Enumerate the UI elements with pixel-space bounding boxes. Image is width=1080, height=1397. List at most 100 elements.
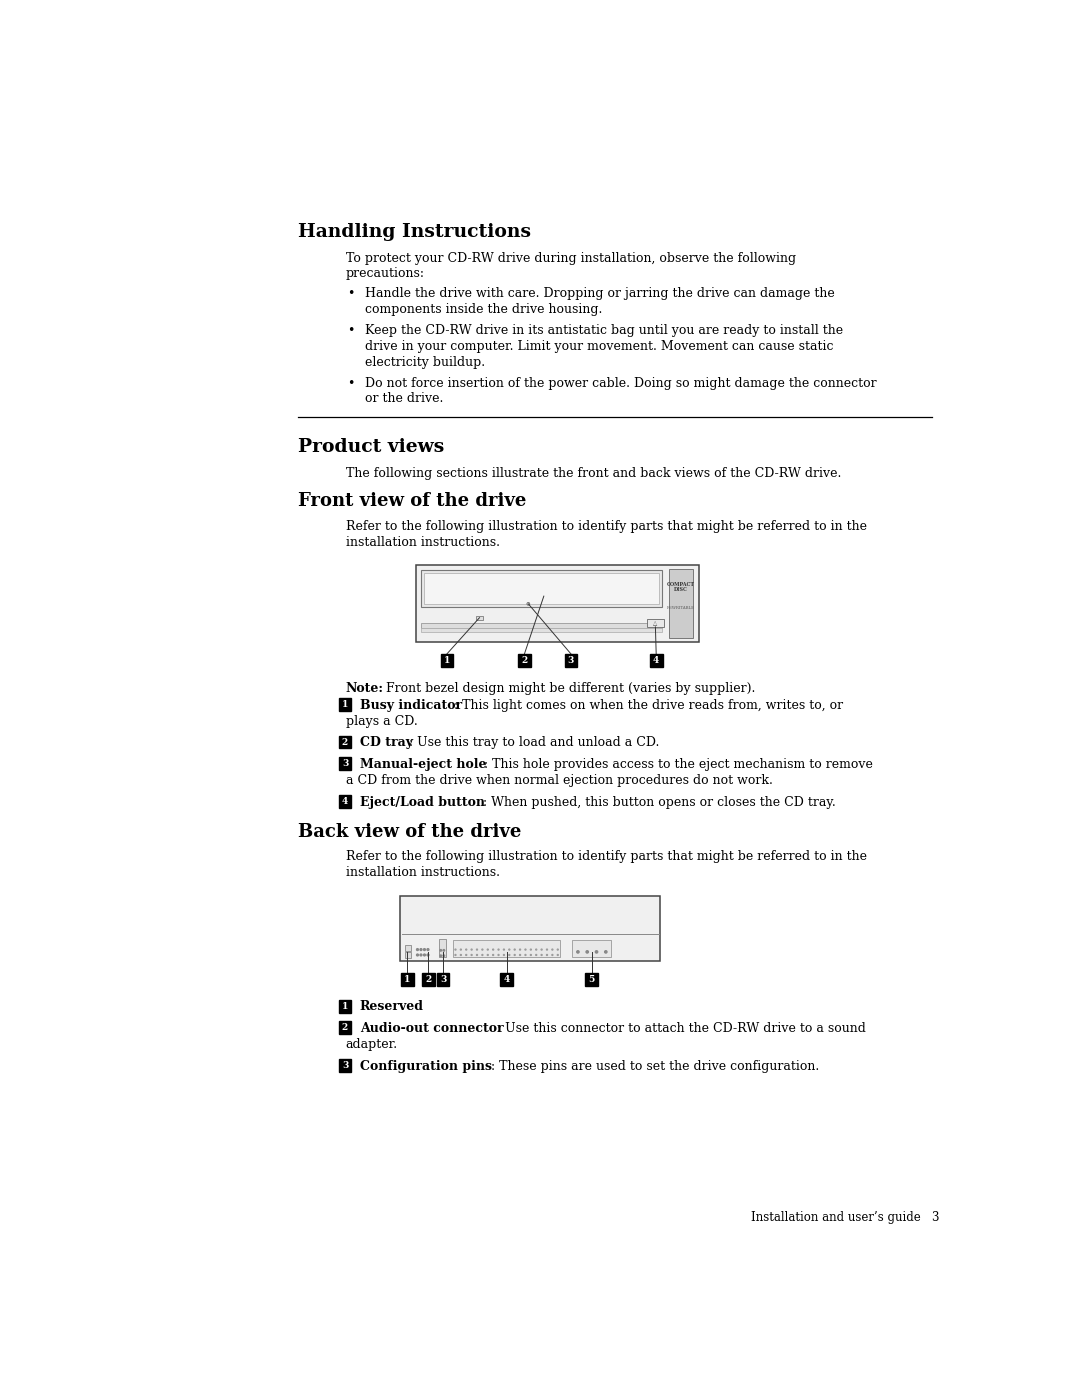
- FancyBboxPatch shape: [339, 698, 351, 711]
- Circle shape: [443, 950, 445, 951]
- Bar: [647, 619, 664, 627]
- Text: : This light comes on when the drive reads from, writes to, or: : This light comes on when the drive rea…: [455, 698, 843, 711]
- Text: Eject/Load button: Eject/Load button: [360, 795, 485, 809]
- Text: 4: 4: [342, 796, 348, 806]
- Text: 2: 2: [342, 1023, 348, 1032]
- Circle shape: [440, 956, 442, 957]
- Bar: [420, 570, 662, 606]
- Text: 2: 2: [522, 657, 527, 665]
- Circle shape: [423, 949, 426, 950]
- Text: Do not force insertion of the power cable. Doing so might damage the connector: Do not force insertion of the power cabl…: [365, 377, 877, 390]
- Circle shape: [420, 954, 422, 956]
- Text: 1: 1: [342, 700, 348, 708]
- Bar: [416, 566, 699, 643]
- Text: 2: 2: [342, 738, 348, 746]
- Text: Handle the drive with care. Dropping or jarring the drive can damage the: Handle the drive with care. Dropping or …: [365, 286, 835, 300]
- Circle shape: [586, 951, 589, 953]
- FancyBboxPatch shape: [339, 757, 351, 770]
- Bar: [420, 629, 662, 631]
- Text: precautions:: precautions:: [346, 267, 424, 281]
- Bar: [423, 573, 659, 604]
- Bar: [454, 940, 561, 957]
- Text: drive in your computer. Limit your movement. Movement can cause static: drive in your computer. Limit your movem…: [365, 339, 834, 352]
- Circle shape: [427, 954, 429, 956]
- Bar: [420, 623, 662, 627]
- Text: components inside the drive housing.: components inside the drive housing.: [365, 303, 603, 316]
- Bar: [572, 940, 611, 957]
- Circle shape: [605, 951, 607, 953]
- Text: 1: 1: [342, 1002, 348, 1010]
- Text: Busy indicator: Busy indicator: [360, 698, 462, 711]
- FancyBboxPatch shape: [585, 974, 598, 986]
- Text: Note:: Note:: [346, 682, 383, 694]
- Text: 3: 3: [342, 1060, 348, 1070]
- Text: •: •: [348, 286, 354, 300]
- Text: △: △: [653, 620, 658, 626]
- Text: 3: 3: [342, 759, 348, 768]
- FancyBboxPatch shape: [565, 654, 578, 668]
- Text: •: •: [348, 324, 354, 337]
- Text: 1: 1: [444, 657, 450, 665]
- Text: : When pushed, this button opens or closes the CD tray.: : When pushed, this button opens or clos…: [483, 795, 836, 809]
- Bar: [669, 569, 693, 638]
- FancyBboxPatch shape: [422, 974, 435, 986]
- FancyBboxPatch shape: [339, 736, 351, 749]
- Text: •: •: [348, 377, 354, 390]
- Text: Keep the CD-RW drive in its antistatic bag until you are ready to install the: Keep the CD-RW drive in its antistatic b…: [365, 324, 843, 337]
- Text: : This hole provides access to the eject mechanism to remove: : This hole provides access to the eject…: [484, 757, 873, 771]
- Circle shape: [443, 956, 445, 957]
- Text: 1: 1: [404, 975, 410, 983]
- FancyBboxPatch shape: [339, 1059, 351, 1071]
- Bar: [440, 939, 446, 957]
- Circle shape: [420, 949, 422, 950]
- Text: Front bezel design might be different (varies by supplier).: Front bezel design might be different (v…: [378, 682, 756, 694]
- Text: electricity buildup.: electricity buildup.: [365, 355, 485, 369]
- Circle shape: [440, 950, 442, 951]
- Text: Installation and user’s guide   3: Installation and user’s guide 3: [751, 1211, 940, 1224]
- Text: Front view of the drive: Front view of the drive: [298, 492, 526, 510]
- Text: Manual-eject hole: Manual-eject hole: [360, 757, 486, 771]
- Circle shape: [427, 949, 429, 950]
- FancyBboxPatch shape: [650, 654, 663, 668]
- Text: adapter.: adapter.: [346, 1038, 397, 1051]
- FancyBboxPatch shape: [500, 974, 513, 986]
- FancyBboxPatch shape: [339, 1000, 351, 1013]
- Text: Reserved: Reserved: [360, 1000, 423, 1013]
- FancyBboxPatch shape: [441, 654, 454, 668]
- Text: Product views: Product views: [298, 437, 444, 455]
- Text: : Use this tray to load and unload a CD.: : Use this tray to load and unload a CD.: [409, 736, 660, 749]
- Text: Back view of the drive: Back view of the drive: [298, 823, 522, 841]
- Circle shape: [577, 951, 579, 953]
- Text: 3: 3: [568, 657, 575, 665]
- Bar: [405, 944, 410, 951]
- Text: CD tray: CD tray: [360, 736, 413, 749]
- FancyBboxPatch shape: [401, 974, 414, 986]
- Text: To protect your CD-RW drive during installation, observe the following: To protect your CD-RW drive during insta…: [346, 251, 796, 264]
- Text: installation instructions.: installation instructions.: [346, 866, 500, 879]
- Bar: [476, 616, 483, 620]
- FancyBboxPatch shape: [339, 1021, 351, 1034]
- Text: Handling Instructions: Handling Instructions: [298, 224, 530, 242]
- Text: Configuration pins: Configuration pins: [360, 1060, 491, 1073]
- Text: Refer to the following illustration to identify parts that might be referred to : Refer to the following illustration to i…: [346, 520, 867, 532]
- Circle shape: [417, 949, 418, 950]
- FancyBboxPatch shape: [436, 974, 449, 986]
- Text: a CD from the drive when normal ejection procedures do not work.: a CD from the drive when normal ejection…: [346, 774, 772, 787]
- Text: 4: 4: [653, 657, 659, 665]
- Text: 3: 3: [440, 975, 446, 983]
- Circle shape: [417, 954, 418, 956]
- Text: Refer to the following illustration to identify parts that might be referred to : Refer to the following illustration to i…: [346, 851, 867, 863]
- FancyBboxPatch shape: [339, 795, 351, 807]
- Text: installation instructions.: installation instructions.: [346, 535, 500, 549]
- Text: COMPACT
DISC: COMPACT DISC: [667, 581, 696, 592]
- Text: REWRITABLE: REWRITABLE: [667, 606, 696, 609]
- Text: The following sections illustrate the front and back views of the CD-RW drive.: The following sections illustrate the fr…: [346, 467, 841, 479]
- Text: 5: 5: [589, 975, 595, 983]
- Text: plays a CD.: plays a CD.: [346, 715, 418, 728]
- FancyBboxPatch shape: [518, 654, 531, 668]
- Text: : Use this connector to attach the CD-RW drive to a sound: : Use this connector to attach the CD-RW…: [497, 1023, 866, 1035]
- Bar: [401, 895, 660, 961]
- Text: 4: 4: [503, 975, 510, 983]
- Text: Audio-out connector: Audio-out connector: [360, 1023, 503, 1035]
- Text: 2: 2: [426, 975, 432, 983]
